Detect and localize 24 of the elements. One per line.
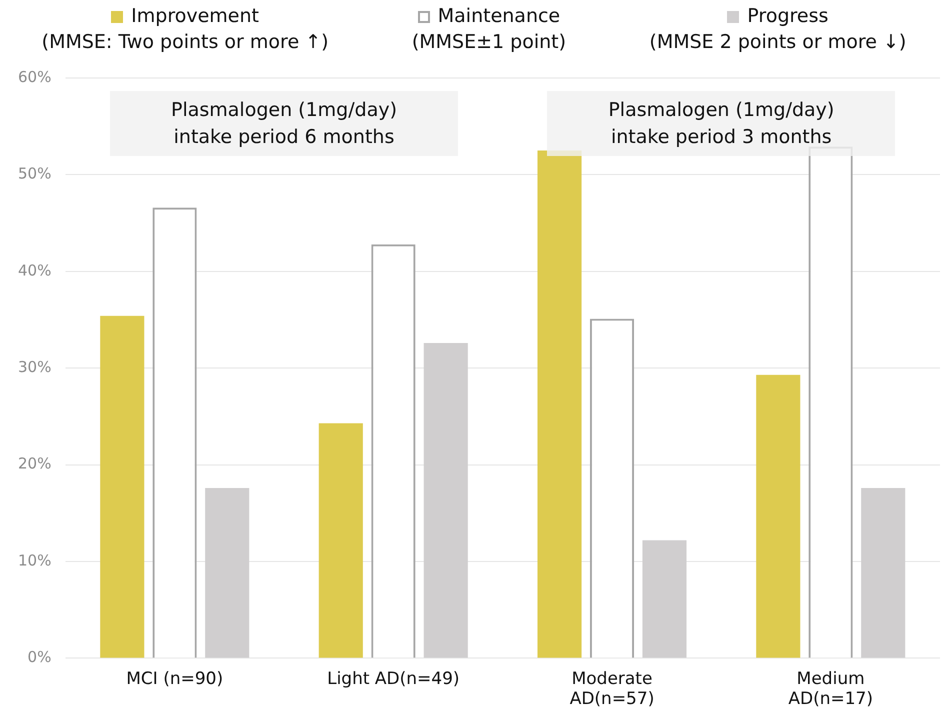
bar — [537, 150, 582, 658]
legend-label: Maintenance (MMSE±1 point) — [412, 4, 566, 55]
y-tick-label: 20% — [18, 454, 52, 473]
x-tick-label: Moderate AD(n=57) — [570, 668, 654, 710]
bar — [642, 540, 687, 658]
bar — [205, 488, 250, 658]
y-tick-label: 30% — [18, 358, 52, 376]
bar — [424, 342, 468, 658]
x-tick-label: MCI (n=90) — [126, 668, 224, 689]
bar — [318, 423, 363, 658]
x-tick-label: Light AD(n=49) — [327, 668, 460, 689]
x-tick-label: Medium AD(n=17) — [788, 668, 873, 710]
legend-label: Progress (MMSE 2 points or more ↓) — [649, 4, 906, 55]
text-box: Plasmalogen (1mg/day) intake period 3 months — [547, 91, 896, 156]
y-tick-label: 40% — [18, 261, 52, 280]
y-tick-label: 50% — [18, 164, 52, 183]
bar — [861, 488, 906, 658]
y-tick-label: 0% — [28, 648, 52, 666]
text-box: Plasmalogen (1mg/day) intake period 6 months — [110, 91, 458, 156]
legend-label: Improvement (MMSE: Two points or more ↑) — [42, 4, 328, 55]
y-tick-label: 60% — [18, 68, 52, 86]
bar — [100, 316, 144, 658]
y-tick-label: 10% — [18, 551, 52, 570]
bar — [756, 374, 800, 658]
